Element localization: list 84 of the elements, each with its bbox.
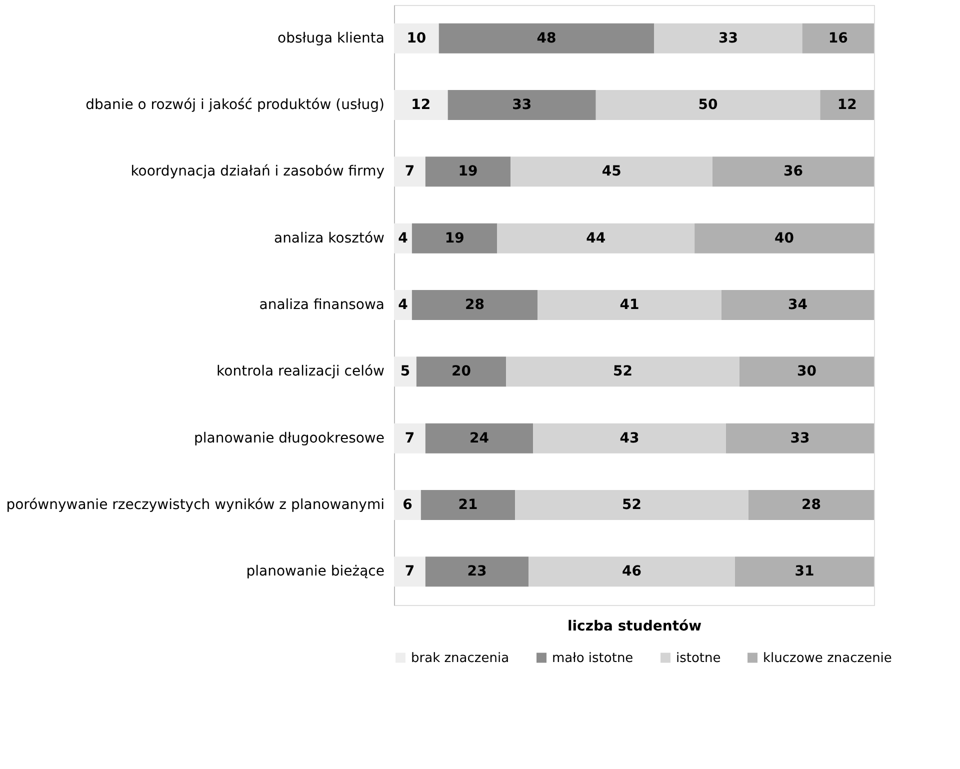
- bar: [394, 23, 439, 54]
- legend-label: istotne: [676, 650, 721, 666]
- bar: [497, 223, 695, 254]
- legend-label: brak znaczenia: [411, 650, 510, 666]
- data-label: 50: [698, 97, 718, 113]
- data-label: 7: [404, 430, 415, 446]
- bar: [694, 223, 874, 254]
- data-label: 30: [796, 364, 817, 380]
- y-tick-label: analiza kosztów: [274, 230, 384, 246]
- data-label: 12: [837, 97, 857, 113]
- data-label: 45: [602, 164, 622, 180]
- bar: [416, 356, 506, 387]
- bar: [425, 156, 511, 187]
- data-label: 23: [467, 564, 487, 580]
- data-label: 48: [536, 30, 556, 46]
- data-label: 19: [444, 230, 464, 246]
- data-label: 28: [801, 497, 821, 513]
- data-label: 10: [406, 30, 426, 46]
- data-label: 52: [622, 497, 642, 513]
- data-label: 31: [794, 564, 814, 580]
- data-label: 34: [788, 297, 808, 313]
- bar: [448, 90, 596, 120]
- data-label: 40: [774, 230, 794, 246]
- bar: [528, 556, 735, 587]
- bar: [394, 90, 448, 120]
- bar: [425, 423, 534, 454]
- y-tick-label: planowanie długookresowe: [194, 430, 384, 446]
- data-label: 21: [458, 497, 478, 513]
- bar: [748, 490, 874, 520]
- bar: [721, 290, 874, 320]
- bar: [394, 356, 416, 387]
- bar: [506, 356, 740, 387]
- data-label: 12: [411, 97, 431, 113]
- bar: [438, 23, 654, 54]
- data-label: 28: [465, 297, 484, 313]
- data-label: 41: [620, 297, 640, 313]
- y-tick-label: obsługa klienta: [278, 30, 384, 46]
- data-label: 6: [402, 497, 412, 513]
- bar: [412, 223, 498, 254]
- bar: [412, 290, 538, 320]
- y-tick-label: koordynacja działań i zasobów firmy: [130, 164, 384, 180]
- data-label: 36: [784, 164, 803, 180]
- y-tick-label: analiza finansowa: [259, 297, 384, 313]
- bar: [712, 156, 874, 187]
- data-label: 16: [828, 30, 848, 46]
- legend-label: mało istotne: [552, 650, 634, 666]
- y-tick-label: porównywanie rzeczywistych wyników z planowanymi: [6, 497, 384, 513]
- bar: [533, 423, 726, 454]
- bar: [510, 156, 713, 187]
- y-tick-label: dbanie o rozwój i jakość produktów (usług): [86, 97, 384, 113]
- data-label: 46: [622, 564, 642, 580]
- bar: [394, 156, 426, 187]
- y-tick-label: planowanie bieżące: [246, 564, 384, 580]
- data-label: 5: [400, 364, 410, 380]
- bar: [802, 23, 874, 54]
- data-label: 20: [452, 364, 472, 380]
- bar: [734, 556, 874, 587]
- data-label: 43: [620, 430, 640, 446]
- bar: [425, 556, 529, 587]
- data-label: 4: [398, 297, 408, 313]
- bar: [596, 90, 820, 120]
- data-label: 52: [613, 364, 633, 380]
- bar: [654, 23, 802, 54]
- bar: [820, 90, 874, 120]
- data-label: 19: [458, 164, 478, 180]
- data-label: 33: [512, 97, 532, 113]
- y-tick-label: kontrola realizacji celów: [216, 364, 384, 380]
- data-label: 33: [790, 430, 810, 446]
- data-label: 33: [718, 30, 738, 46]
- bar: [394, 423, 426, 454]
- bar: [515, 490, 748, 520]
- bar: [739, 356, 874, 387]
- bar: [726, 423, 874, 454]
- data-label: 7: [404, 564, 415, 580]
- legend-label: kluczowe znaczenie: [763, 650, 892, 666]
- bar: [420, 490, 516, 520]
- data-label: 44: [586, 230, 606, 246]
- data-label: 24: [469, 430, 490, 446]
- data-label: 7: [404, 164, 415, 180]
- data-label: 4: [398, 230, 408, 246]
- bar: [394, 490, 421, 520]
- bar: [394, 556, 426, 587]
- x-axis-title: liczba studentów: [567, 618, 702, 634]
- bar: [538, 290, 722, 320]
